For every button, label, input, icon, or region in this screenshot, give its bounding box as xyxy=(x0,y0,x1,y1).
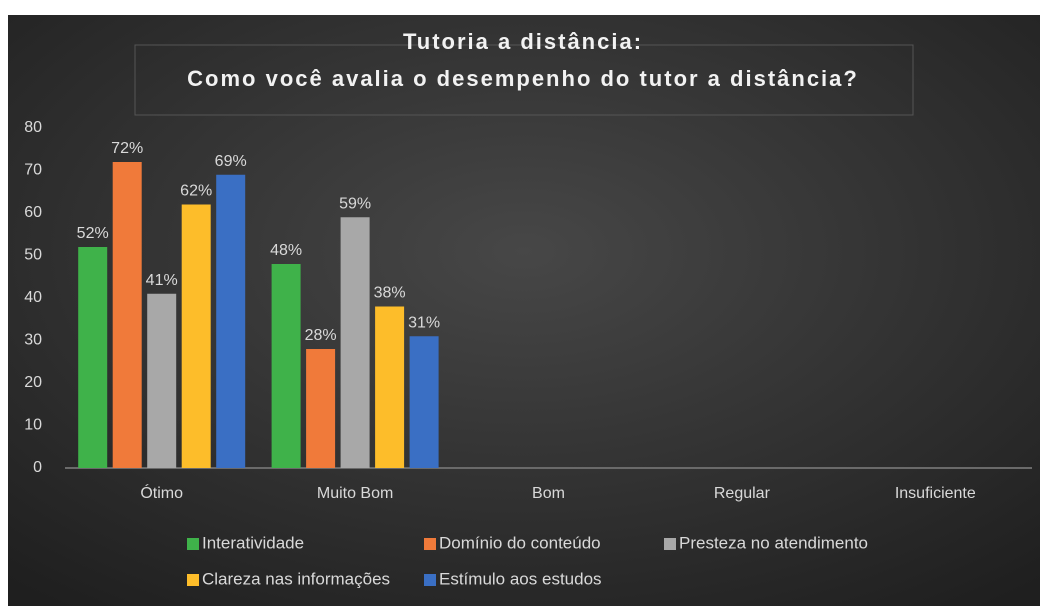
legend-swatch xyxy=(664,538,676,550)
y-tick-label: 30 xyxy=(24,332,42,349)
data-label: 48% xyxy=(270,242,302,259)
bar xyxy=(216,174,246,468)
x-tick-label: Bom xyxy=(532,485,565,502)
legend-swatch xyxy=(187,538,199,550)
data-label: 31% xyxy=(408,314,440,331)
legend-swatch xyxy=(424,574,436,586)
data-label: 59% xyxy=(339,195,371,212)
bar xyxy=(375,306,405,468)
y-tick-label: 40 xyxy=(24,289,42,306)
legend-label: Domínio do conteúdo xyxy=(439,533,601,552)
chart-title: Tutoria a distância: xyxy=(403,29,643,54)
data-label: 41% xyxy=(146,272,178,289)
chart-subtitle: Como você avalia o desempenho do tutor a… xyxy=(187,66,859,91)
legend-swatch xyxy=(424,538,436,550)
data-label: 69% xyxy=(215,153,247,170)
data-label: 72% xyxy=(111,140,143,157)
data-label: 62% xyxy=(180,183,212,200)
x-tick-label: Insuficiente xyxy=(895,485,976,502)
y-tick-label: 80 xyxy=(24,119,42,136)
y-tick-label: 10 xyxy=(24,417,42,434)
data-label: 52% xyxy=(77,225,109,242)
y-tick-label: 0 xyxy=(33,459,42,476)
y-tick-label: 20 xyxy=(24,374,42,391)
bar xyxy=(78,247,108,468)
x-tick-label: Regular xyxy=(714,485,771,502)
data-label: 38% xyxy=(374,285,406,302)
bar xyxy=(409,336,439,468)
bar xyxy=(340,217,370,468)
bar xyxy=(306,349,336,468)
bar xyxy=(181,204,211,468)
legend-swatch xyxy=(187,574,199,586)
data-label: 28% xyxy=(305,327,337,344)
x-tick-label: Muito Bom xyxy=(317,485,393,502)
bar xyxy=(271,264,301,468)
legend-label: Estímulo aos estudos xyxy=(439,569,602,588)
bar xyxy=(112,162,142,468)
chart-background xyxy=(8,15,1040,606)
y-tick-label: 60 xyxy=(24,204,42,221)
legend-label: Clareza nas informações xyxy=(202,569,390,588)
y-tick-label: 50 xyxy=(24,247,42,264)
y-tick-label: 70 xyxy=(24,162,42,179)
title-frame xyxy=(134,44,914,116)
legend-label: Interatividade xyxy=(202,533,304,552)
legend-label: Presteza no atendimento xyxy=(679,533,868,552)
x-tick-label: Ótimo xyxy=(140,483,183,502)
bar xyxy=(147,293,177,468)
